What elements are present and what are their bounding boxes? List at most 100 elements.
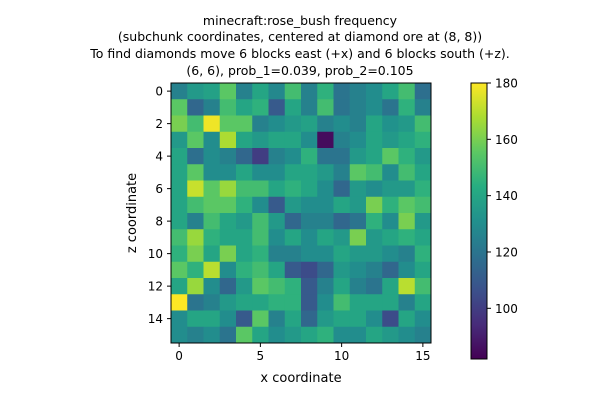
- heatmap-cell: [236, 196, 253, 214]
- heatmap-cell: [236, 310, 253, 328]
- y-axis-label: z coordinate: [125, 173, 140, 253]
- heatmap-cell: [414, 180, 432, 198]
- heatmap-cell: [203, 180, 221, 198]
- heatmap-cell: [252, 326, 269, 344]
- heatmap-cell: [317, 196, 334, 214]
- heatmap-cell: [366, 326, 383, 344]
- heatmap-cell: [268, 261, 286, 279]
- heatmap-cell: [301, 180, 318, 198]
- heatmap-cell: [203, 164, 221, 181]
- heatmap-cell: [187, 131, 204, 149]
- heatmap-cell: [171, 310, 188, 328]
- chart-title-line-2: (subchunk coordinates, centered at diamo…: [117, 29, 483, 44]
- heatmap-cell: [382, 261, 399, 279]
- heatmap-cell: [301, 229, 318, 246]
- heatmap-cell: [414, 229, 432, 246]
- colorbar-tick-label: 140: [495, 189, 518, 203]
- heatmap-cell: [333, 229, 351, 246]
- x-tick-label: 15: [415, 349, 430, 363]
- heatmap-cell: [414, 213, 432, 230]
- heatmap-cell: [268, 229, 286, 246]
- heatmap-cell: [301, 196, 318, 214]
- heatmap-cell: [171, 261, 188, 279]
- heatmap-cell: [317, 213, 334, 230]
- heatmap-cell: [333, 148, 351, 165]
- heatmap-cell: [187, 99, 204, 116]
- heatmap-cell: [366, 261, 383, 279]
- heatmap-cell: [171, 180, 188, 198]
- heatmap-cell: [252, 115, 269, 133]
- heatmap-cell: [203, 310, 221, 328]
- heatmap-cell: [301, 245, 318, 263]
- heatmap-cell: [398, 164, 416, 181]
- heatmap-cell: [382, 164, 399, 181]
- heatmap-cell: [252, 99, 269, 116]
- heatmap-cell: [414, 83, 432, 100]
- heatmap-cell: [171, 213, 188, 230]
- heatmap-cell: [414, 261, 432, 279]
- heatmap-cells: [171, 83, 432, 344]
- y-tick-label: 14: [148, 312, 163, 326]
- heatmap-cell: [219, 245, 237, 263]
- heatmap-cell: [236, 148, 253, 165]
- heatmap-cell: [219, 164, 237, 181]
- heatmap-cell: [252, 131, 269, 149]
- colorbar-ticks: 100 120 140 160 180: [487, 77, 518, 316]
- heatmap-cell: [301, 261, 318, 279]
- heatmap-cell: [284, 148, 302, 165]
- heatmap-cell: [414, 245, 432, 263]
- heatmap-cell: [171, 326, 188, 344]
- heatmap-cell: [301, 278, 318, 295]
- heatmap-cell: [219, 261, 237, 279]
- heatmap-cell: [382, 245, 399, 263]
- heatmap-cell: [366, 229, 383, 246]
- heatmap-cell: [333, 115, 351, 133]
- heatmap-cell: [349, 326, 367, 344]
- heatmap-cell: [349, 83, 367, 100]
- heatmap-cell: [333, 261, 351, 279]
- heatmap-cell: [317, 164, 334, 181]
- heatmap-cell: [252, 213, 269, 230]
- heatmap-cell: [382, 229, 399, 246]
- heatmap-cell: [398, 294, 416, 311]
- heatmap-cell: [284, 278, 302, 295]
- heatmap-cell: [382, 278, 399, 295]
- heatmap-cell: [268, 180, 286, 198]
- heatmap-cell: [382, 196, 399, 214]
- heatmap-cell: [414, 148, 432, 165]
- heatmap-cell: [414, 164, 432, 181]
- heatmap-cell: [284, 131, 302, 149]
- heatmap-cell: [333, 278, 351, 295]
- heatmap-cell: [236, 99, 253, 116]
- y-tick-label: 0: [155, 85, 163, 99]
- heatmap-cell: [268, 99, 286, 116]
- heatmap-cell: [317, 148, 334, 165]
- heatmap-cell: [187, 83, 204, 100]
- heatmap-cell: [268, 213, 286, 230]
- x-tick-label: 10: [334, 349, 349, 363]
- heatmap-cell: [382, 99, 399, 116]
- heatmap-cell: [252, 229, 269, 246]
- y-axis: 0 2 4 6 8 10 12 14: [148, 85, 171, 326]
- heatmap-cell: [317, 245, 334, 263]
- heatmap-cell: [219, 294, 237, 311]
- heatmap-cell: [317, 261, 334, 279]
- heatmap-cell: [252, 310, 269, 328]
- heatmap-cell: [366, 180, 383, 198]
- heatmap-cell: [301, 310, 318, 328]
- heatmap-cell: [187, 115, 204, 133]
- y-tick-label: 6: [155, 182, 163, 196]
- heatmap-cell: [268, 278, 286, 295]
- heatmap-cell: [236, 326, 253, 344]
- x-axis-label: x coordinate: [260, 371, 341, 386]
- heatmap-cell: [187, 213, 204, 230]
- heatmap-cell: [219, 326, 237, 344]
- y-tick-label: 12: [148, 280, 163, 294]
- heatmap-cell: [236, 245, 253, 263]
- heatmap-cell: [284, 164, 302, 181]
- heatmap-cell: [382, 213, 399, 230]
- heatmap-cell: [187, 261, 204, 279]
- heatmap-cell: [203, 294, 221, 311]
- chart-title-line-3: To find diamonds move 6 blocks east (+x)…: [90, 46, 510, 61]
- heatmap-cell: [366, 164, 383, 181]
